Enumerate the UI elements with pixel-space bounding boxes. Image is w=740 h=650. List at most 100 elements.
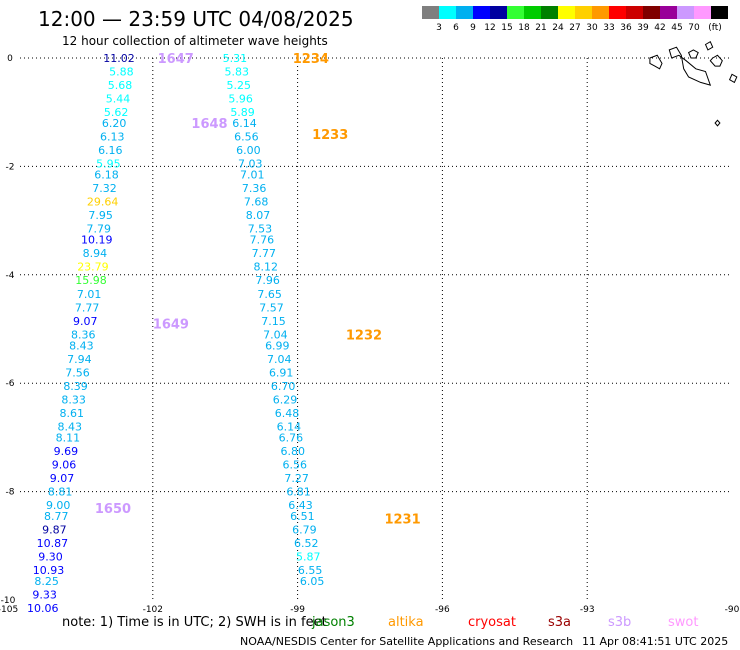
swh-value: 6.18 (94, 169, 119, 182)
page-title: 12:00 — 23:59 UTC 04/08/2025 (38, 7, 354, 31)
swh-value: 8.11 (56, 431, 81, 444)
colorbar-label: 70 (688, 23, 700, 33)
swh-value: 7.77 (75, 301, 100, 314)
pass-label: 1233 (312, 128, 348, 143)
swh-value: 6.29 (273, 393, 298, 406)
timestamp-text: 11 Apr 08:41:51 UTC 2025 (582, 635, 728, 648)
swh-value: 8.77 (44, 510, 69, 523)
swh-value: 9.30 (38, 551, 63, 564)
swh-value: 8.81 (48, 486, 73, 499)
colorbar-label: 27 (569, 23, 580, 33)
swh-value: 6.81 (286, 486, 311, 499)
colorbar-swatch (490, 6, 507, 19)
colorbar-swatch (575, 6, 592, 19)
swh-value: 9.00 (46, 499, 71, 512)
swh-value: 6.48 (275, 407, 300, 420)
swh-value: 7.94 (67, 353, 92, 366)
swh-value: 8.61 (59, 407, 84, 420)
footer-note: note: 1) Time is in UTC; 2) SWH is in fe… (62, 615, 698, 630)
swh-value: 8.33 (61, 393, 86, 406)
swh-value: 9.69 (54, 445, 79, 458)
swh-value: 7.79 (86, 223, 111, 236)
swh-value: 7.76 (250, 234, 275, 247)
swh-value: 5.87 (296, 551, 321, 564)
swh-value: 7.01 (77, 288, 102, 301)
swh-value: 7.15 (261, 315, 286, 328)
swh-value: 6.00 (236, 144, 261, 157)
swh-value: 5.89 (230, 106, 255, 119)
satellite-legend: jason3 altika cryosat s3a s3b swot (311, 615, 698, 630)
swh-value: 5.95 (96, 158, 121, 171)
swh-value: 7.03 (238, 158, 263, 171)
swh-value: 7.01 (240, 169, 265, 182)
swh-value: 10.93 (33, 564, 65, 577)
island-outline (668, 46, 712, 86)
satellite-legend-item: cryosat (468, 615, 516, 630)
swh-value: 6.14 (277, 421, 302, 434)
swh-value: 6.55 (298, 564, 323, 577)
colorbar-swatch (694, 6, 711, 19)
island-outline (714, 119, 721, 127)
colorbar-label: 18 (518, 23, 530, 33)
swh-value: 7.27 (284, 472, 309, 485)
colorbar-swatch (507, 6, 524, 19)
swh-value: 7.04 (263, 328, 288, 341)
satellite-legend-item: jason3 (311, 615, 355, 630)
satellite-legend-item: s3b (608, 615, 631, 630)
swh-value: 10.06 (27, 602, 59, 615)
swh-value: 6.13 (100, 131, 125, 144)
swh-value: 6.05 (300, 575, 325, 588)
swh-value: 6.80 (281, 445, 306, 458)
colorbar-swatch (677, 6, 694, 19)
swh-value: 9.87 (42, 524, 67, 537)
pass-label: 1648 (191, 117, 227, 132)
x-tick-label: -99 (290, 605, 305, 615)
colorbar-label: 6 (453, 23, 459, 33)
colorbar-swatch (643, 6, 660, 19)
island-outline (709, 54, 723, 67)
data-points: 11.025.885.685.445.626.206.136.165.956.1… (27, 52, 324, 615)
x-tick-label: -96 (435, 605, 450, 615)
swh-value: 8.94 (83, 247, 108, 260)
y-tick-label: 0 (7, 54, 13, 64)
colorbar-label: 42 (654, 23, 665, 33)
swh-value: 29.64 (87, 196, 119, 209)
pass-labels: 1647 1648 1649 1650 1234 1233 1232 1231 (95, 52, 421, 528)
swh-value: 7.68 (244, 196, 269, 209)
colorbar-swatch (592, 6, 609, 19)
y-tick-label: -4 (6, 271, 15, 281)
island-outline (728, 73, 738, 84)
galapagos-map (649, 40, 738, 127)
swh-value: 8.25 (34, 575, 59, 588)
swh-value: 9.07 (73, 315, 98, 328)
colorbar-swatch (456, 6, 473, 19)
plot-area: -105-102-99-96-93-900-2-4-6-8-10 11.025.… (0, 40, 740, 615)
swh-value: 7.65 (257, 288, 282, 301)
colorbar-swatch (541, 6, 558, 19)
colorbar-swatch (711, 6, 728, 19)
x-tick-label: -105 (0, 605, 18, 615)
colorbar-swatch (626, 6, 643, 19)
swh-value: 7.36 (242, 182, 267, 195)
colorbar-label: 21 (535, 23, 546, 33)
x-tick-label: -93 (580, 605, 595, 615)
colorbar-swatch (524, 6, 541, 19)
colorbar-swatch (439, 6, 456, 19)
colorbar-swatch (660, 6, 677, 19)
swh-value: 8.36 (71, 328, 96, 341)
swh-value: 6.56 (282, 459, 307, 472)
swh-value: 5.62 (104, 106, 129, 119)
swh-value: 6.16 (98, 144, 123, 157)
swh-value: 7.95 (88, 209, 113, 222)
colorbar-label: 36 (620, 23, 632, 33)
colorbar-label: 30 (586, 23, 598, 33)
swh-value: 10.19 (81, 234, 113, 247)
note-text: note: 1) Time is in UTC; 2) SWH is in fe… (62, 615, 327, 630)
swh-value: 6.76 (279, 431, 304, 444)
island-outline (687, 49, 699, 59)
x-tick-label: -102 (143, 605, 163, 615)
swh-value: 6.56 (234, 131, 259, 144)
swh-value: 5.68 (108, 79, 133, 92)
colorbar-label: 12 (484, 23, 495, 33)
